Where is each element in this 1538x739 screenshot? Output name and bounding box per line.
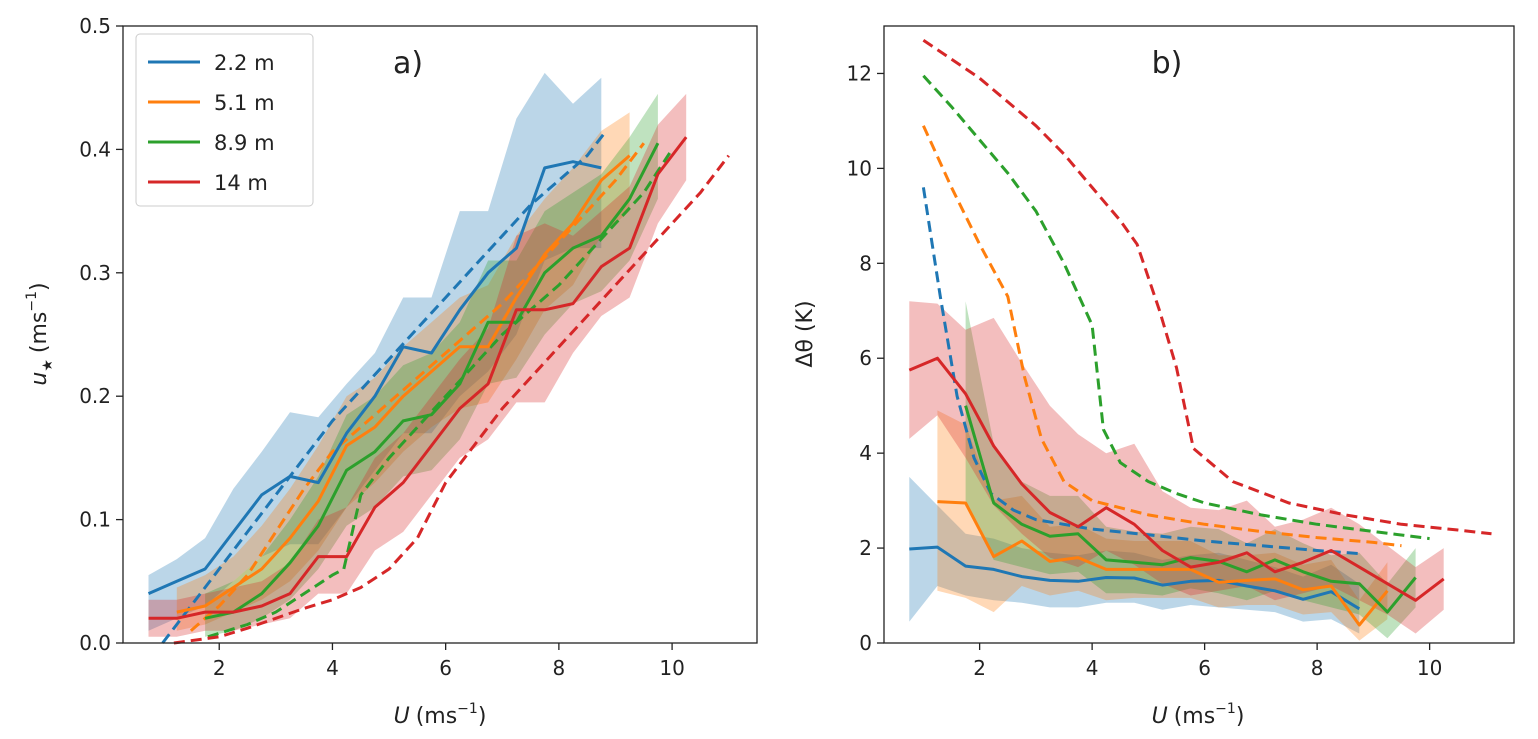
a-xlabel-unit: (ms [416,704,457,729]
a-plot-frame [122,25,758,644]
a-ytick-label: 0.0 [79,631,111,655]
b-band-5-1m [937,410,1388,641]
a-xtick-label: 2 [213,656,226,680]
a-y-ticks: 0.0 0.1 0.2 0.3 0.4 0.5 [79,14,123,655]
legend-label-14m: 14 m [214,171,268,195]
b-model-line-8-9m [922,74,1430,541]
a-xtick-label: 6 [439,656,452,680]
legend-box [135,33,314,207]
b-xlabel-exp: −1 [1215,701,1236,717]
b-panel-label: b) [1152,46,1183,81]
b-band-8-9m [965,301,1416,639]
b-xlabel-unit: (ms [1174,704,1215,729]
a-xtick-label: 8 [553,656,566,680]
b-xtick-label: 8 [1311,656,1324,680]
a-series-line-14m [148,136,688,620]
a-xtick-label: 10 [659,656,684,680]
a-xlabel-close: ) [478,704,487,729]
a-model-lines [161,132,730,645]
b-band-2-2m [909,476,1360,634]
b-model-line-2-2m [921,187,1363,556]
b-model-lines [921,38,1492,556]
a-xlabel-exp: −1 [457,701,478,717]
b-xtick-label: 2 [973,656,986,680]
a-band-5-1m [176,112,630,631]
b-series-line-8-9m [964,405,1417,614]
legend-label-5-1m: 5.1 m [214,91,275,115]
legend-label-8-9m: 8.9 m [214,131,275,155]
b-ytick-label: 0 [859,631,872,655]
a-panel-label: a) [393,46,423,81]
b-xlabel-close: ) [1236,704,1245,729]
b-ytick-label: 8 [859,251,872,275]
b-ytick-label: 2 [859,536,872,560]
b-ytick-label: 6 [859,346,872,370]
b-bands [909,301,1444,641]
a-xtick-label: 4 [326,656,339,680]
a-band-2-2m [148,72,602,631]
panel-b: 2 4 6 8 10 0 2 4 6 8 10 12 b) U (ms−1) Δθ (K) [793,25,1515,729]
a-model-line-5-1m [189,142,645,632]
panel-a: 2 4 6 8 10 0.00.10.20.30.40.5 a) U (ms−1) u★(… [24,14,758,729]
b-x-ticks: 2 4 6 8 10 [973,643,1442,680]
b-band-14m [909,301,1444,634]
b-series-line-2-2m [909,545,1361,611]
a-ylabel-unit: (ms [27,312,52,353]
a-ylabel-var: u [27,372,52,386]
a-series-lines [147,136,688,620]
a-ytick-label: 0.5 [79,14,111,38]
a-ytick-label: 0.3 [79,261,111,285]
b-x-axis-label: U (ms−1) [1152,701,1245,729]
a-series-line-8-9m [204,142,660,620]
b-model-line-14m [922,38,1492,536]
a-ytick-label: 0.2 [79,384,111,408]
a-ylabel-close: ) [27,282,52,291]
b-xtick-label: 10 [1417,656,1442,680]
b-model-line-5-1m [922,125,1402,548]
a-series-line-2-2m [147,160,602,595]
b-y-ticks: 0 2 4 6 8 10 12 [847,61,884,655]
legend-label-2-2m: 2.2 m [214,51,275,75]
b-ytick-label: 4 [859,441,872,465]
a-y-axis-label: u★ (ms−1) [24,282,56,385]
a-x-axis-label: U (ms−1) [394,701,487,729]
a-model-line-2-2m [161,132,606,644]
a-model-line-8-9m [207,148,674,639]
a-ytick-label: 0.1 [79,508,111,532]
b-plot-frame [883,25,1515,644]
b-series-line-14m [908,356,1445,602]
b-series-lines [908,356,1445,627]
a-band-14m [148,93,687,637]
b-ytick-label: 10 [847,156,872,180]
a-x-ticks: 2 4 6 8 10 [213,643,685,680]
a-series-line-5-1m [176,154,631,614]
a-model-line-14m [173,154,730,645]
a-xlabel-var: U [394,704,410,729]
b-xlabel-var: U [1152,704,1168,729]
b-xtick-label: 4 [1086,656,1099,680]
legend: 2.2 m 5.1 m 8.9 m 14 m [135,33,314,207]
b-ytick-label: 12 [847,61,872,85]
b-xtick-label: 6 [1198,656,1211,680]
a-ytick-label: 0.4 [79,137,111,161]
b-y-axis-label: Δθ (K) [793,300,818,367]
a-ylabel-exp: −1 [24,291,40,312]
b-series-line-5-1m [937,500,1389,627]
a-ylabel-sub: ★ [40,359,56,372]
